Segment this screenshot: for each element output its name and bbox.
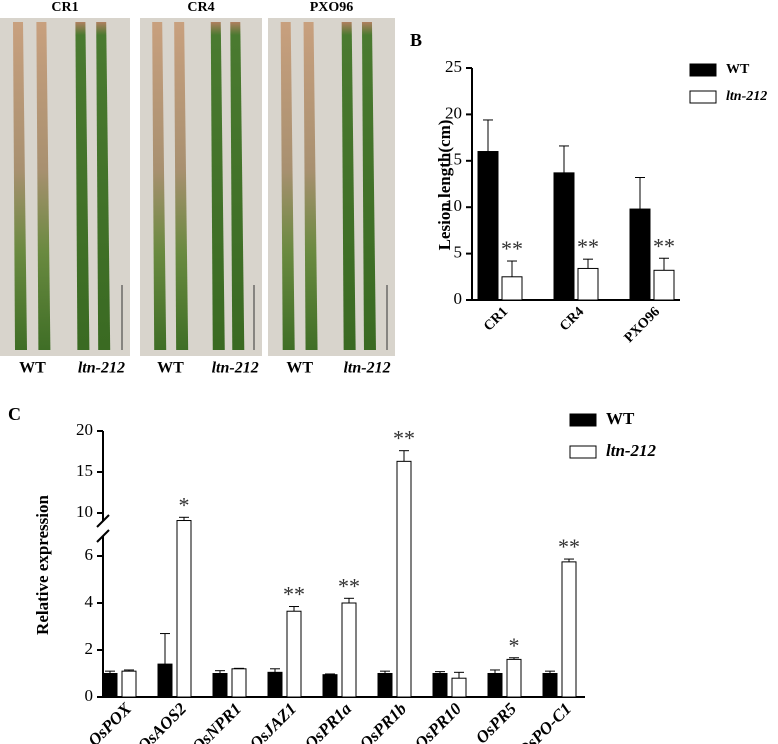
bar: [121, 670, 137, 698]
y-axis-label: Lesion length(cm): [435, 120, 454, 251]
significance: **: [338, 573, 360, 598]
bar: [102, 673, 118, 698]
significance: *: [509, 633, 520, 658]
x-tick-label: OsJAZ1: [246, 699, 300, 744]
x-tick-label: CR1: [481, 304, 511, 334]
bar: [451, 677, 467, 698]
bar: [577, 267, 599, 301]
leaf: [174, 22, 189, 350]
leaf: [230, 22, 245, 350]
photo-label: WT: [157, 360, 184, 377]
legend-swatch: [689, 90, 717, 104]
y-tick-label: 10: [76, 502, 93, 521]
y-axis-label: Relative expression: [33, 494, 52, 634]
photo-label: ltn-212: [212, 360, 259, 377]
bar: [487, 673, 503, 698]
photo-label: WT: [19, 360, 46, 377]
photo-label: ltn-212: [78, 360, 125, 377]
bar: [542, 673, 558, 698]
leaf: [210, 22, 225, 350]
bar: [341, 602, 357, 698]
y-tick-label: 15: [76, 461, 93, 480]
y-tick-label: 20: [76, 420, 93, 439]
photo-title: PXO96: [310, 0, 354, 15]
y-tick-label: 0: [454, 289, 463, 308]
significance: *: [179, 492, 190, 517]
leaf: [13, 22, 27, 350]
legend-swatch: [569, 445, 597, 459]
y-tick-label: 5: [454, 243, 463, 262]
significance: **: [558, 534, 580, 559]
photo-title: CR1: [51, 0, 78, 15]
significance: **: [501, 236, 523, 261]
x-tick-label: OsPO-C1: [514, 699, 575, 744]
axis-break: [96, 529, 110, 543]
legend-swatch: [569, 413, 597, 427]
bar: [561, 561, 577, 698]
leaf: [96, 22, 111, 350]
y-tick-label: 25: [445, 57, 462, 76]
x-tick-label: OsPR10: [411, 699, 466, 744]
legend-label: ltn-212: [606, 441, 657, 460]
leaf: [75, 22, 90, 350]
x-tick-label: OsPR5: [472, 699, 521, 744]
bar: [267, 671, 283, 698]
leaf: [341, 22, 356, 350]
leaf: [152, 22, 167, 350]
x-tick-label: OsPR1b: [356, 699, 410, 744]
bar: [231, 668, 247, 698]
photo-title: CR4: [187, 0, 214, 15]
x-tick-label: OsNPR1: [188, 699, 245, 744]
x-tick-label: OsPR1a: [301, 699, 356, 744]
bar: [286, 610, 302, 698]
leaf: [280, 22, 295, 350]
bar: [157, 663, 173, 698]
x-tick-label: PXO96: [622, 304, 663, 345]
bar: [477, 151, 499, 301]
bar: [176, 520, 192, 698]
photo-label: WT: [286, 360, 313, 377]
leaf: [36, 22, 51, 350]
x-tick-label: CR4: [557, 304, 587, 334]
significance: **: [283, 582, 305, 607]
y-tick-label: 20: [445, 103, 462, 122]
bar: [653, 269, 675, 301]
x-tick-label: OsPOX: [84, 699, 135, 744]
significance: **: [577, 234, 599, 259]
y-tick-label: 15: [445, 150, 462, 169]
x-tick-label: OsAOS2: [134, 699, 191, 744]
legend-label: ltn-212: [726, 89, 767, 104]
bar: [501, 276, 523, 301]
panel-label: B: [410, 30, 422, 50]
legend-swatch: [689, 63, 717, 77]
significance: **: [653, 233, 675, 258]
y-tick-label: 10: [445, 196, 462, 215]
bar: [432, 673, 448, 698]
photo-label: ltn-212: [343, 360, 390, 377]
panel-label: C: [8, 404, 21, 424]
leaf: [303, 22, 318, 350]
bar: [506, 658, 522, 698]
y-tick-label: 6: [85, 545, 94, 564]
axis-break: [96, 514, 110, 528]
leaf: [361, 22, 376, 350]
y-tick-label: 2: [85, 639, 94, 658]
legend-label: WT: [726, 62, 750, 77]
bar: [322, 674, 338, 698]
y-tick-label: 4: [85, 592, 94, 611]
bar: [212, 673, 228, 698]
bar: [377, 673, 393, 698]
bar: [553, 172, 575, 301]
bar: [629, 208, 651, 301]
significance: **: [393, 426, 415, 451]
y-tick-label: 0: [85, 686, 94, 705]
bar: [396, 460, 412, 698]
legend-label: WT: [606, 409, 635, 428]
